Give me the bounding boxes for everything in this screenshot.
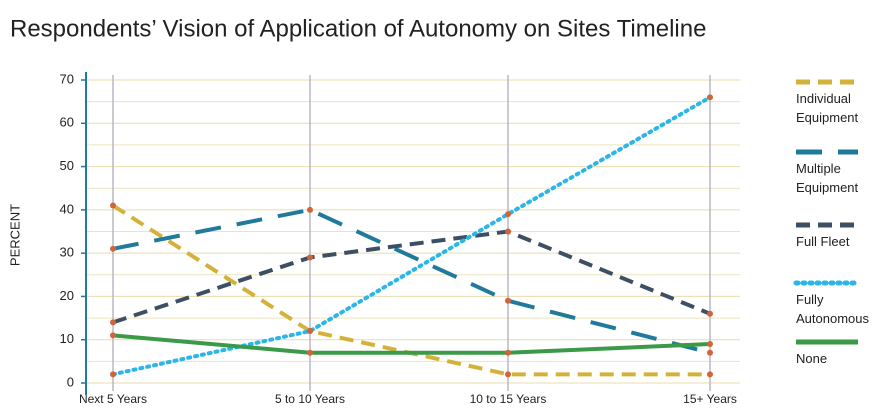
- series-line: [112, 229, 711, 325]
- data-point: [505, 297, 511, 304]
- legend-label: Full Fleet: [796, 234, 850, 249]
- data-point: [505, 349, 511, 356]
- legend-label: Fully Autonomous: [796, 292, 869, 326]
- data-point: [707, 349, 713, 356]
- data-point: [307, 349, 313, 356]
- y-tick-label: 30: [60, 245, 74, 260]
- y-tick-label: 50: [60, 158, 74, 173]
- data-point: [707, 94, 713, 101]
- y-tick-label: 60: [60, 115, 74, 130]
- y-tick-label: 70: [60, 71, 74, 86]
- y-tick-label: 0: [67, 374, 74, 389]
- series-line: [112, 333, 711, 355]
- data-point: [505, 211, 511, 218]
- data-point: [307, 206, 313, 213]
- chart-title: Respondents’ Vision of Application of Au…: [10, 15, 706, 42]
- data-point: [307, 328, 313, 335]
- data-point: [505, 228, 511, 235]
- y-tick-label: 40: [60, 201, 74, 216]
- legend-label: Individual Equipment: [796, 91, 859, 125]
- data-point: [110, 371, 116, 378]
- data-point: [110, 245, 116, 252]
- data-point: [110, 319, 116, 326]
- data-point: [707, 341, 713, 348]
- series-line: [112, 207, 711, 355]
- data-point: [110, 332, 116, 339]
- y-tick-label: 20: [60, 288, 74, 303]
- x-tick-label: 10 to 15 Years: [470, 392, 547, 406]
- x-tick-label: Next 5 Years: [79, 392, 147, 406]
- y-axis-label: PERCENT: [7, 204, 22, 266]
- series-line: [111, 95, 712, 377]
- legend-label: None: [796, 351, 828, 366]
- legend-label: Multiple Equipment: [796, 161, 859, 195]
- data-point: [505, 371, 511, 378]
- y-tick-label: 10: [60, 331, 74, 346]
- data-point: [110, 202, 116, 209]
- data-point: [707, 371, 713, 378]
- x-tick-label: 5 to 10 Years: [275, 392, 345, 406]
- data-point: [707, 310, 713, 317]
- x-tick-label: 15+ Years: [683, 392, 737, 406]
- data-point: [307, 254, 313, 261]
